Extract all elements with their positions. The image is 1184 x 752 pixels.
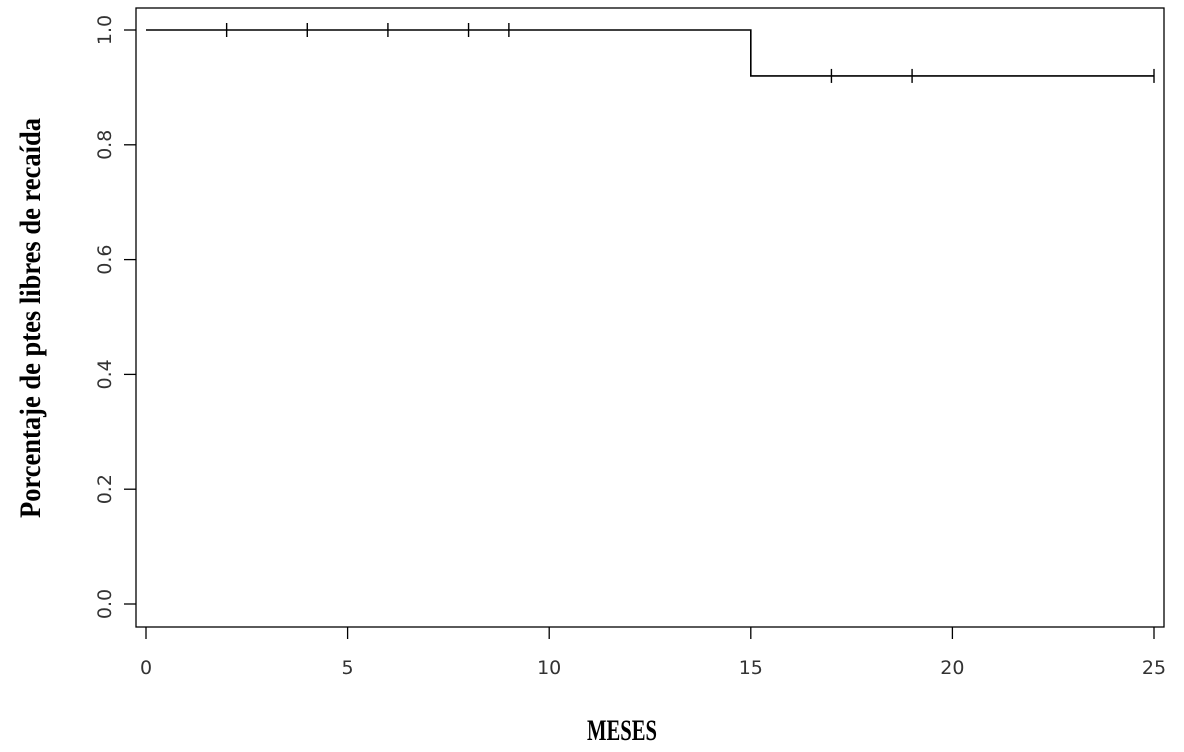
x-tick-label: 25 bbox=[1142, 657, 1166, 679]
plot-area bbox=[146, 23, 1155, 83]
y-tick-label: 0.6 bbox=[94, 244, 116, 274]
y-tick-label: 1.0 bbox=[94, 15, 116, 45]
y-axis-title: Porcentaje de ptes libres de recaída bbox=[14, 118, 47, 518]
y-tick-label: 0.2 bbox=[94, 474, 116, 504]
x-tick-label: 20 bbox=[940, 657, 964, 679]
y-tick-label: 0.0 bbox=[94, 589, 116, 619]
x-axis-title: MESES bbox=[587, 714, 657, 747]
x-tick-label: 5 bbox=[342, 657, 354, 679]
x-axis: 0 5 10 15 20 25 bbox=[140, 627, 1166, 679]
x-tick-label: 15 bbox=[739, 657, 763, 679]
x-tick-label: 0 bbox=[140, 657, 152, 679]
plot-frame bbox=[135, 7, 1165, 628]
y-tick-label: 0.8 bbox=[94, 130, 116, 160]
survival-step-line bbox=[146, 29, 1154, 77]
x-tick-label: 10 bbox=[537, 657, 561, 679]
y-tick-label: 0.4 bbox=[94, 359, 116, 389]
y-axis: 0.0 0.2 0.4 0.6 0.8 1.0 bbox=[94, 15, 136, 619]
